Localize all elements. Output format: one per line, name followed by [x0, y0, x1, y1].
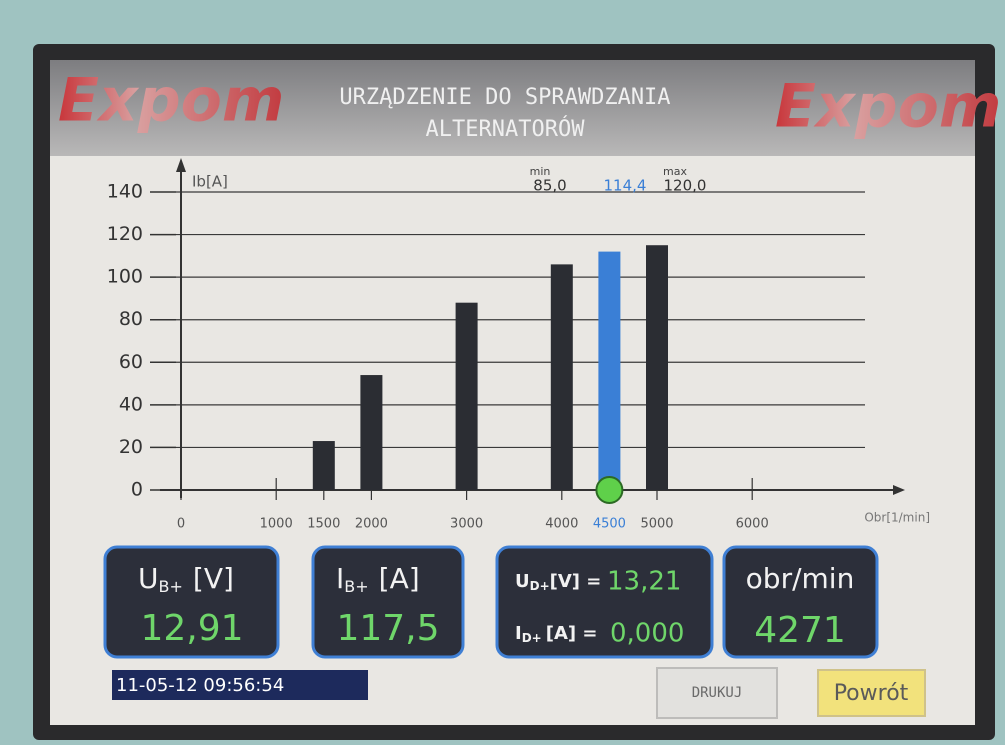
bar [456, 303, 478, 490]
x-tick-label: 2000 [355, 517, 388, 532]
y-tick-label: 140 [107, 181, 143, 203]
bar [360, 375, 382, 490]
subscript: B+ [344, 577, 368, 596]
panel-label: UD+[V] = [515, 571, 601, 593]
y-tick-label: 120 [107, 223, 143, 245]
y-axis-label: Ib[A] [192, 173, 228, 191]
annotation: 120,0 [664, 177, 707, 195]
panel-value: 0,000 [610, 619, 684, 649]
bar [598, 252, 620, 490]
panel-value: 12,91 [140, 608, 243, 649]
position-marker [596, 477, 622, 503]
symbol: U [515, 571, 530, 592]
x-tick-label: 6000 [736, 517, 769, 532]
annotation: 114,4 [604, 177, 647, 195]
logo: Expom [58, 66, 284, 136]
annotation: 85,0 [533, 177, 566, 195]
y-tick-label: 80 [119, 308, 143, 330]
x-tick-label: 1500 [307, 517, 340, 532]
button-label[interactable]: DRUKUJ [692, 685, 743, 701]
y-tick-label: 0 [131, 479, 143, 501]
subscript: D+ [522, 631, 542, 645]
subscript: B+ [159, 577, 183, 596]
x-tick-label: 4000 [545, 517, 578, 532]
symbol: I [336, 562, 344, 595]
screen-photo: Expom Expom URZĄDZENIE DO SPRAWDZANIA AL… [0, 0, 1005, 745]
back-button[interactable]: Powrót [818, 670, 925, 716]
unit: [V] = [550, 571, 602, 592]
unit: [A] [379, 562, 420, 595]
panel-value: 13,21 [607, 567, 681, 597]
panel: UD+[V] = 13,21 ID+[A] = 0,000 [497, 547, 712, 657]
panel-value: 4271 [754, 610, 846, 651]
panel-value: 117,5 [336, 608, 439, 649]
unit: [A] = [546, 623, 598, 644]
symbol: I [515, 623, 522, 644]
bar [646, 245, 668, 490]
y-tick-label: 40 [119, 393, 143, 415]
bar [551, 264, 573, 490]
logo: Expom [775, 72, 1001, 142]
subscript: D+ [530, 579, 550, 593]
x-tick-label: 1000 [260, 517, 293, 532]
title: URZĄDZENIE DO SPRAWDZANIA [339, 85, 670, 110]
y-tick-label: 100 [107, 266, 143, 288]
symbol: U [138, 562, 159, 595]
x-tick-label: 4500 [593, 517, 626, 532]
x-tick-label: 3000 [450, 517, 483, 532]
panel: UB+ [V] 12,91 [105, 547, 278, 657]
panel-label: obr/min [746, 562, 855, 595]
title: ALTERNATORÓW [426, 116, 586, 142]
panel: obr/min 4271 [724, 547, 877, 657]
datetime: 11-05-12 09:56:54 [116, 675, 284, 696]
panel: IB+ [A] 117,5 [313, 547, 463, 657]
print-button[interactable]: DRUKUJ [657, 668, 777, 718]
x-axis-label: Obr[1/min] [864, 511, 930, 525]
page: { "header": { "logo_left": "Expom", "tit… [0, 0, 1005, 745]
unit: [V] [193, 562, 234, 595]
y-tick-label: 20 [119, 436, 143, 458]
x-tick-label: 5000 [640, 517, 673, 532]
y-tick-label: 60 [119, 351, 143, 373]
bar [313, 441, 335, 490]
button-label[interactable]: Powrót [834, 681, 909, 706]
x-tick-label: 0 [177, 517, 185, 532]
